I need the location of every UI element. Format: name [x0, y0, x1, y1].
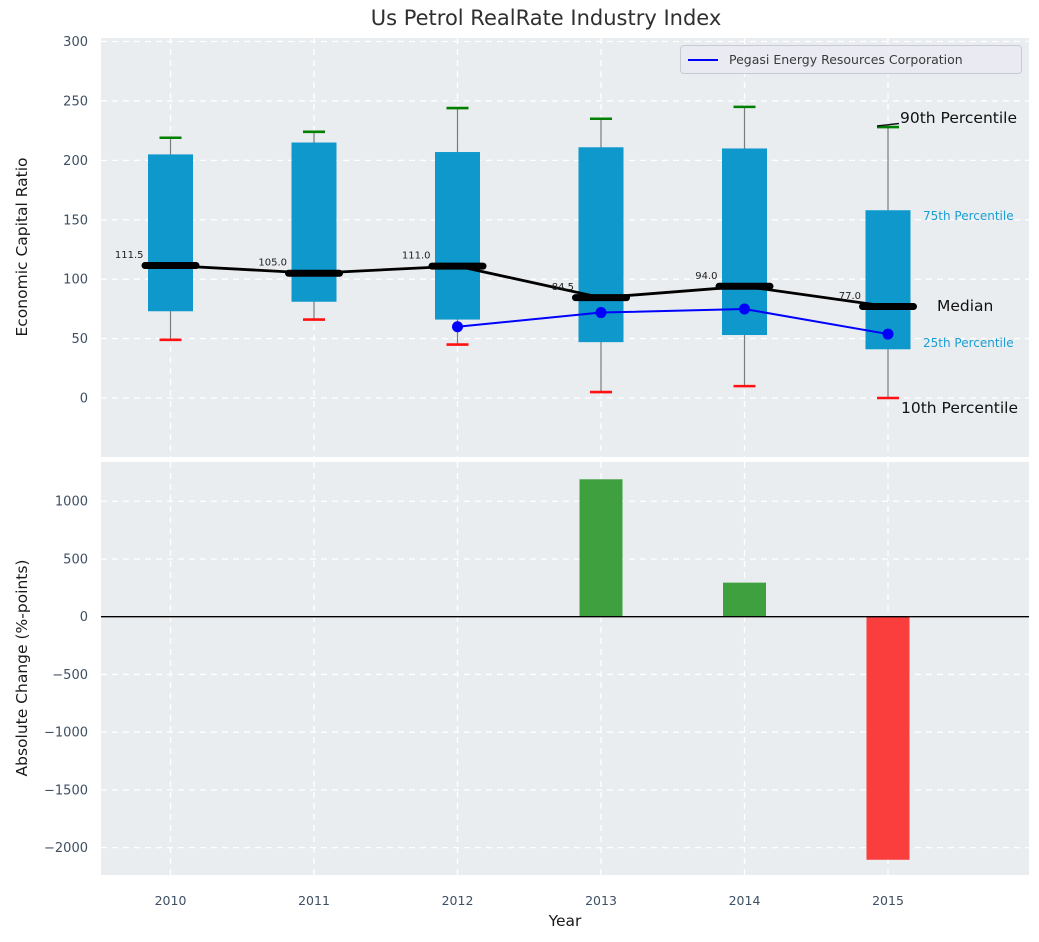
company-point-2012 — [452, 321, 463, 333]
xtick-label: 2015 — [872, 893, 904, 908]
change-bar-2013 — [579, 479, 623, 617]
annotation-25th-percentile: 25th Percentile — [923, 336, 1014, 350]
top-ytick-label: 100 — [63, 273, 88, 288]
annotation-90th-percentile: 90th Percentile — [900, 109, 1018, 127]
xtick-label: 2014 — [729, 893, 761, 908]
legend: Pegasi Energy Resources Corporation — [680, 45, 1022, 74]
iqr-box-2015 — [865, 210, 911, 350]
bottom-ytick-label: −1000 — [44, 726, 88, 741]
annotation-10th-percentile: 10th Percentile — [901, 399, 1019, 417]
iqr-box-2010 — [148, 154, 193, 312]
change-bar-2014 — [723, 582, 766, 617]
change-bar-2015 — [866, 616, 910, 860]
bottom-y-axis-label: Absolute Change (%-points) — [13, 559, 31, 777]
median-marker-2015 — [859, 303, 917, 311]
xtick-label: 2013 — [585, 893, 617, 908]
median-value-label-2011: 105.0 — [258, 258, 287, 269]
bottom-ytick-label: −500 — [52, 668, 88, 683]
iqr-box-2011 — [291, 142, 337, 302]
company-point-2014 — [739, 303, 750, 315]
chart-title: Us Petrol RealRate Industry Index — [370, 6, 722, 30]
median-marker-2011 — [285, 269, 343, 277]
median-marker-2012 — [428, 262, 487, 270]
median-marker-2014 — [715, 282, 774, 290]
median-marker-2013 — [572, 294, 630, 302]
median-value-label-2010: 111.5 — [115, 250, 144, 261]
annotation-median: Median — [937, 297, 994, 315]
bottom-ytick-label: −1500 — [44, 783, 88, 798]
company-point-2013 — [595, 307, 607, 319]
iqr-box-2012 — [435, 152, 480, 320]
bottom-ytick-label: 0 — [80, 610, 88, 625]
top-ytick-label: 150 — [63, 213, 88, 228]
median-value-label-2012: 111.0 — [402, 251, 431, 262]
annotation-leader-line — [876, 122, 900, 127]
top-ytick-label: 300 — [63, 35, 88, 50]
bottom-ytick-label: −2000 — [44, 841, 88, 856]
company-line — [457, 307, 889, 336]
median-value-label-2015: 77.0 — [839, 291, 861, 302]
top-ytick-label: 200 — [63, 154, 88, 169]
legend-label: Pegasi Energy Resources Corporation — [729, 52, 963, 67]
median-value-label-2013: 84.5 — [552, 282, 574, 293]
xtick-label: 2010 — [155, 893, 187, 908]
xtick-label: 2011 — [298, 893, 330, 908]
median-value-label-2014: 94.0 — [695, 271, 717, 282]
xtick-label: 2012 — [442, 893, 474, 908]
top-ytick-label: 0 — [80, 392, 88, 407]
company-point-2015 — [882, 328, 894, 340]
legend-line-swatch — [688, 58, 718, 61]
x-axis-label: Year — [548, 912, 582, 930]
median-marker-2010 — [141, 262, 200, 270]
annotation-75th-percentile: 75th Percentile — [923, 209, 1014, 223]
top-y-axis-label: Economic Capital Ratio — [13, 157, 31, 337]
bottom-ytick-label: 1000 — [55, 495, 88, 510]
bottom-ytick-label: 500 — [63, 552, 88, 567]
top-ytick-label: 50 — [71, 332, 88, 347]
top-ytick-label: 250 — [63, 94, 88, 109]
